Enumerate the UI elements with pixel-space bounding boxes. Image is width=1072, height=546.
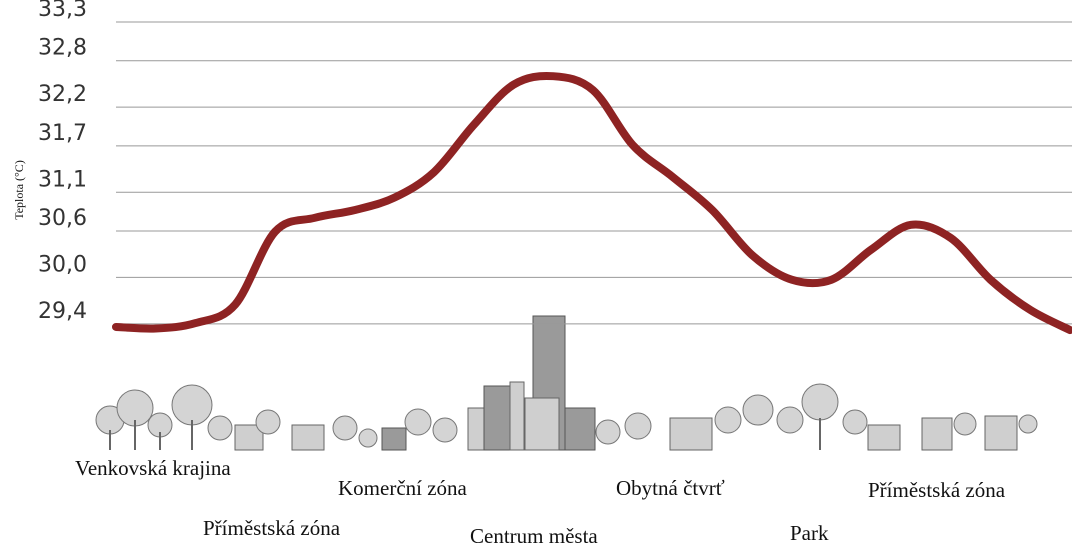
zone-label: Příměstská zóna: [203, 516, 341, 540]
y-tick-label: 32,8: [38, 36, 87, 61]
illustration: [95, 315, 1038, 451]
zone-label: Komerční zóna: [338, 476, 468, 500]
y-tick-label: 29,4: [38, 299, 87, 324]
y-tick-label: 32,2: [38, 82, 87, 107]
zone-label: Příměstská zóna: [868, 478, 1006, 502]
y-tick-label: 31,1: [38, 167, 87, 192]
y-tick-label: 30,6: [38, 206, 87, 231]
line: [112, 71, 1072, 335]
zone-label: Venkovská krajina: [75, 456, 231, 480]
zone-label: Centrum města: [470, 524, 598, 546]
zone-label: Obytná čtvrť: [616, 476, 725, 500]
y-tick-label: 31,7: [38, 121, 87, 146]
y-tick-label: 33,3: [38, 0, 87, 22]
y-axis-label: Teplota (°C): [12, 160, 26, 220]
y-tick-label: 30,0: [38, 252, 87, 277]
zone-label: Park: [790, 521, 829, 545]
